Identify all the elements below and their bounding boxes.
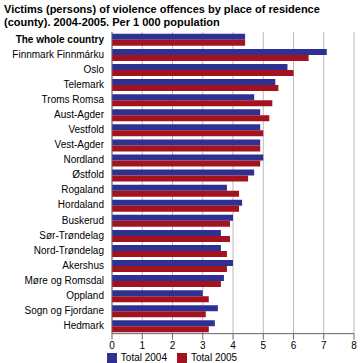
svg-text:6: 6 xyxy=(291,340,297,351)
svg-text:8: 8 xyxy=(351,340,356,351)
svg-text:Aust-Agder: Aust-Agder xyxy=(54,109,105,120)
svg-text:4: 4 xyxy=(230,340,236,351)
svg-text:Hedmark: Hedmark xyxy=(63,320,105,331)
svg-text:Akershus: Akershus xyxy=(62,260,104,271)
svg-text:0: 0 xyxy=(109,340,115,351)
svg-text:Oppland: Oppland xyxy=(66,290,104,301)
svg-text:The whole country: The whole country xyxy=(16,34,105,45)
svg-text:Møre og Romsdal: Møre og Romsdal xyxy=(25,275,104,286)
svg-text:Troms Romsa: Troms Romsa xyxy=(42,94,105,105)
svg-text:Oslo: Oslo xyxy=(83,64,104,75)
svg-text:Sør-Trøndelag: Sør-Trøndelag xyxy=(39,230,104,241)
svg-text:Finnmark Finnmárku: Finnmark Finnmárku xyxy=(12,49,104,60)
svg-text:Telemark: Telemark xyxy=(63,79,105,90)
svg-text:7: 7 xyxy=(321,340,327,351)
svg-text:Hordaland: Hordaland xyxy=(58,199,104,210)
svg-text:Vest-Agder: Vest-Agder xyxy=(55,139,105,150)
html-text:Victims (persons) of violence: Victims (persons) of violence offences b… xyxy=(4,3,320,28)
svg-text:Sogn og Fjordane: Sogn og Fjordane xyxy=(24,305,104,316)
svg-text:Rogaland: Rogaland xyxy=(61,184,104,195)
svg-text:Østfold: Østfold xyxy=(72,169,104,180)
svg-text:1: 1 xyxy=(139,340,145,351)
svg-text:Nord-Trøndelag: Nord-Trøndelag xyxy=(34,245,104,256)
html-text:Total 2005: Total 2005 xyxy=(191,351,238,363)
svg-text:Nordland: Nordland xyxy=(63,154,104,165)
svg-text:2: 2 xyxy=(170,340,176,351)
svg-text:Buskerud: Buskerud xyxy=(62,215,104,226)
svg-text:3: 3 xyxy=(200,340,206,351)
html-text:Total 2004: Total 2004 xyxy=(120,351,167,363)
svg-text:Vestfold: Vestfold xyxy=(68,124,104,135)
svg-text:5: 5 xyxy=(260,340,266,351)
